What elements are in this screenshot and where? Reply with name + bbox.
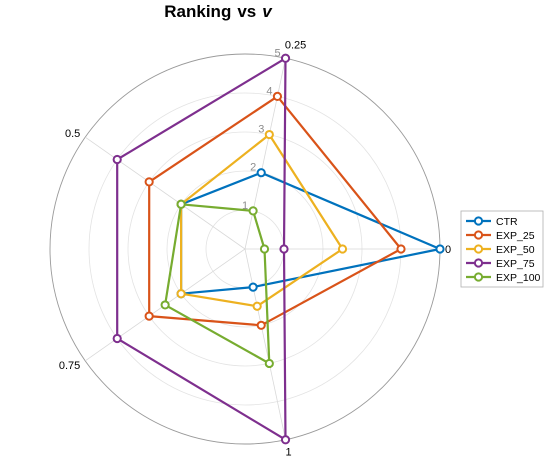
grid-spoke [85,136,246,250]
data-point [144,311,154,321]
data-point [176,289,186,299]
data-point [435,244,445,254]
data-point [272,91,283,102]
legend: CTR EXP_25 EXP_50 EXP_75 EXP_100 [460,210,544,288]
data-point [279,244,289,254]
legend-label: EXP_25 [496,230,535,242]
data-point [112,333,122,344]
series-line [116,57,287,441]
legend-swatch-marker [473,216,484,226]
series-line [164,203,271,365]
legend-swatch-marker [473,272,484,282]
legend-item: EXP_25 [466,230,535,242]
axis-label: 0.75 [59,360,80,372]
series-line [148,95,403,327]
data-point [264,358,274,369]
data-point [252,301,262,311]
series-exp-50 [176,129,348,311]
axis-labels: 0 0.25 0.5 0.75 1 [59,39,451,458]
legend-item: EXP_50 [466,244,535,256]
chart-title: Ranking vs v [164,2,273,21]
legend-item: EXP_75 [466,258,535,270]
legend-label: EXP_75 [496,258,535,270]
series-exp-100 [160,199,274,369]
data-point [248,206,258,216]
data-point [259,244,270,254]
legend-label: EXP_50 [496,244,535,256]
axis-label: 1 [285,447,291,459]
legend-item: EXP_100 [466,272,541,284]
grid-spoke [244,248,286,440]
series-layer [112,53,445,445]
data-point [256,168,266,178]
axis-label: 0 [445,244,451,256]
data-point [160,300,170,310]
data-point [264,129,274,140]
title-separator: vs [237,2,256,21]
series-line [180,171,442,295]
axis-label: 0.25 [285,39,306,51]
series-exp-75 [112,53,291,445]
legend-label: EXP_100 [496,272,541,284]
series-line [180,133,344,308]
ring-tick-label: 1 [242,200,248,212]
data-point [112,154,122,165]
title-main: Ranking [164,2,231,21]
data-point [280,435,291,445]
legend-swatch-marker [473,230,484,240]
ring-labels: 1 2 3 4 5 [242,47,281,212]
ring-tick-label: 3 [258,124,264,136]
data-point [337,244,348,254]
ring-tick-label: 2 [250,162,256,174]
title-variable: v [262,2,273,21]
data-point [176,199,186,209]
series-ctr [176,168,445,299]
data-point [256,320,266,330]
grid-spoke [244,58,286,250]
legend-label: CTR [496,216,518,228]
data-point [144,177,154,187]
polar-grid [49,53,441,445]
ring-tick-label: 5 [274,47,280,59]
legend-swatch-marker [473,258,484,268]
ring-tick-label: 4 [266,85,272,97]
data-point [280,53,291,63]
axis-label: 0.5 [65,128,80,140]
legend-item: CTR [466,216,518,228]
legend-swatch-marker [473,244,484,254]
data-point [396,244,406,254]
data-point [248,282,258,292]
